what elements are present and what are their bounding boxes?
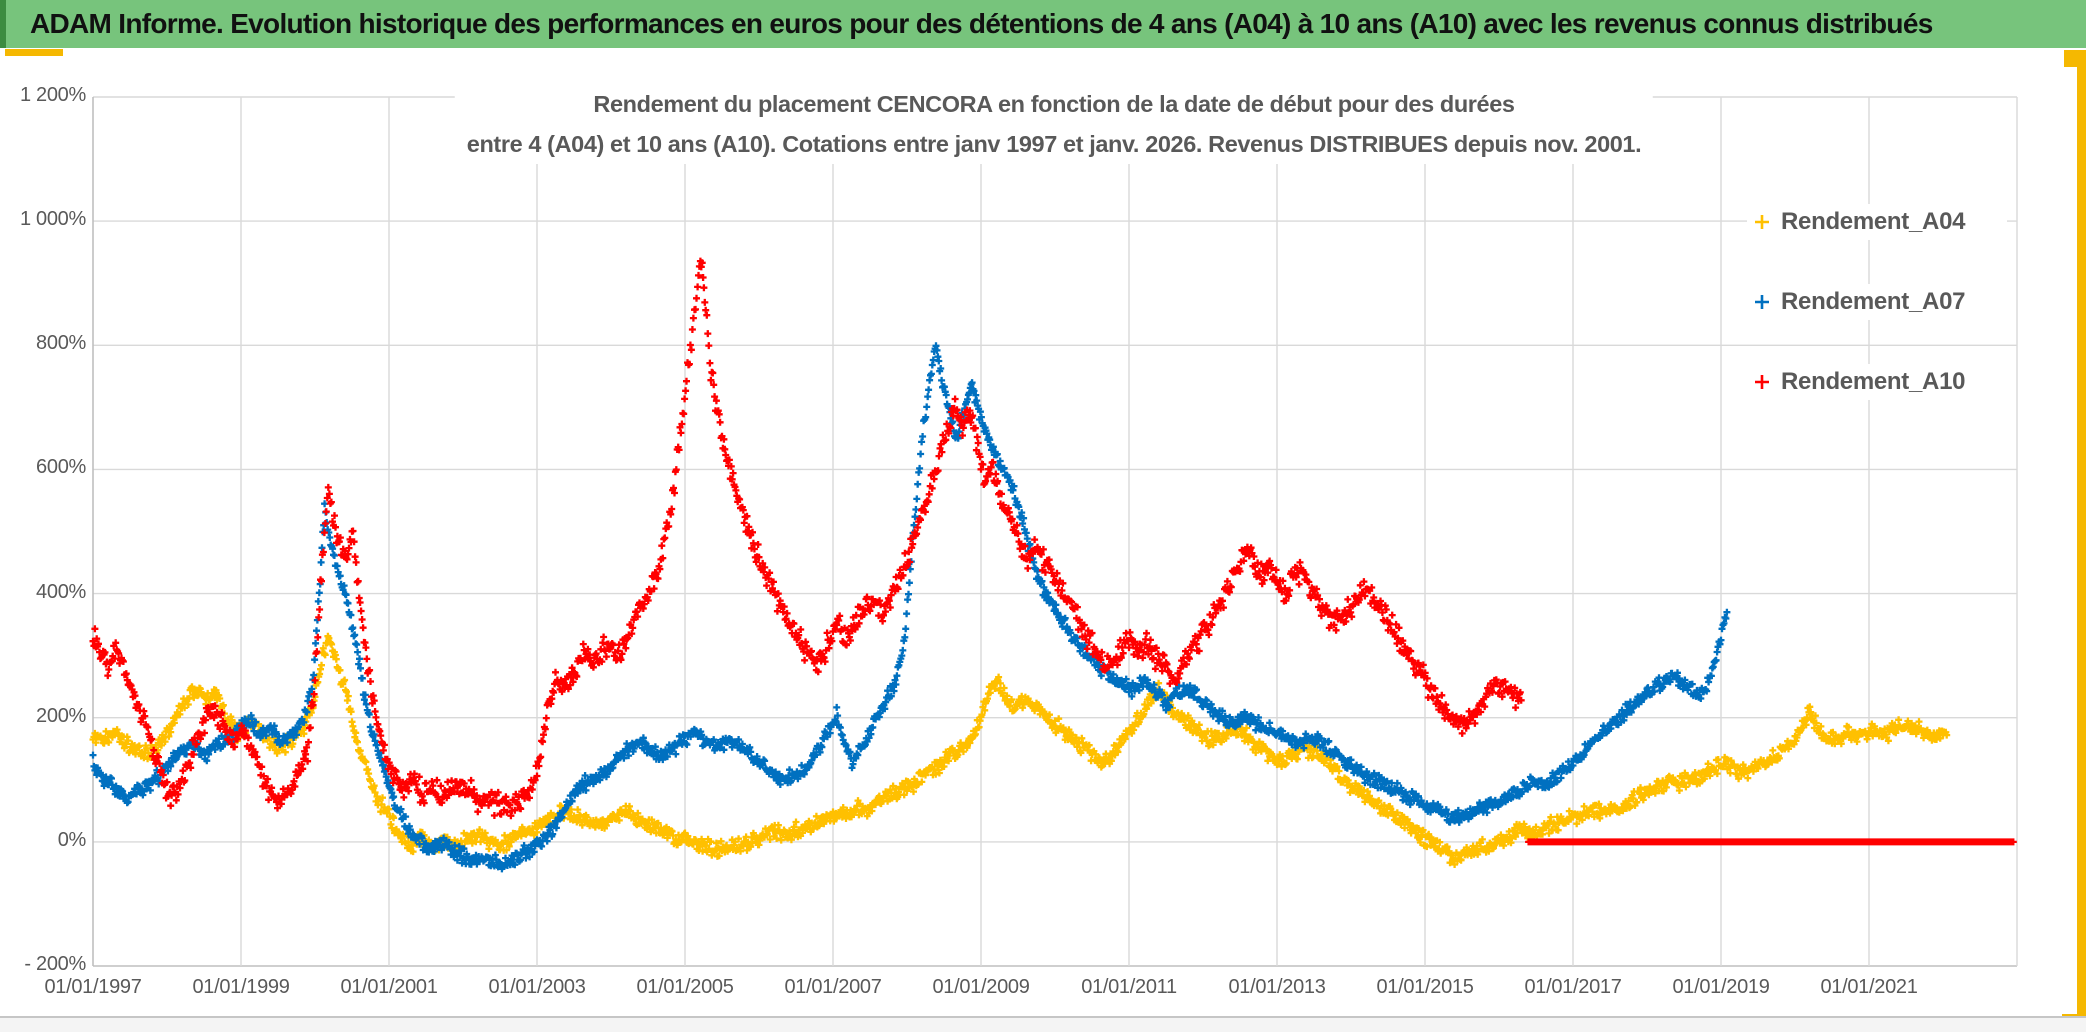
scatter-series-group bbox=[89, 257, 2017, 873]
gridlines bbox=[92, 96, 2018, 967]
banner-left-accent bbox=[0, 0, 6, 48]
scatter-series-Rendement_A10 bbox=[89, 257, 2017, 846]
banner-underline-accent bbox=[5, 49, 63, 56]
banner-title-text: ADAM Informe. Evolution historique des p… bbox=[30, 8, 1933, 39]
scatter-series-Rendement_A07 bbox=[89, 342, 1731, 873]
banner-title-bar: ADAM Informe. Evolution historique des p… bbox=[0, 0, 2086, 48]
right-edge-accent bbox=[2077, 50, 2086, 1032]
sheet-bottom-border bbox=[0, 1016, 2086, 1018]
sheet-lower-margin bbox=[0, 1018, 2086, 1032]
